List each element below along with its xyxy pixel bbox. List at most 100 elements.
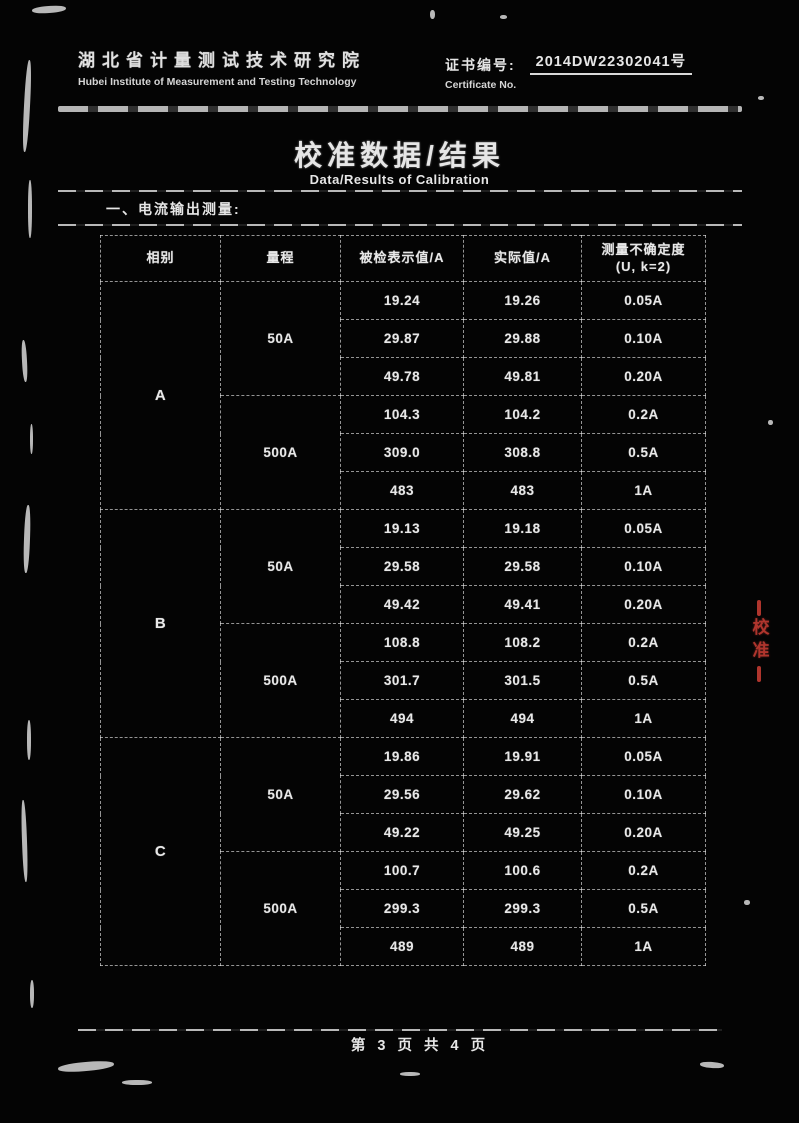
actual-value: 49.41 — [463, 585, 582, 624]
certificate-label-en: Certificate No. — [445, 79, 517, 91]
range-cell-c-500: 500A — [220, 851, 341, 966]
actual-value: 29.88 — [463, 319, 582, 358]
indicated-value: 104.3 — [340, 395, 464, 434]
table-header-row: 相别 量程 被检表示值/A 实际值/A 测量不确定度 (U, k=2) — [100, 235, 706, 282]
uncertainty-value: 0.2A — [581, 395, 706, 434]
scan-artifact — [500, 15, 507, 19]
indicated-value: 49.42 — [340, 585, 464, 624]
uncertainty-value: 0.20A — [581, 357, 706, 396]
col-header-uncertainty: 测量不确定度 (U, k=2) — [581, 235, 706, 282]
uncertainty-value: 0.5A — [581, 433, 706, 472]
col-header-uncertainty-line1: 测量不确定度 — [601, 242, 686, 258]
indicated-value: 49.78 — [340, 357, 464, 396]
indicated-value: 19.86 — [340, 737, 464, 776]
indicated-value: 29.56 — [340, 775, 464, 814]
page-number: 第 3 页 共 4 页 — [350, 1038, 490, 1054]
actual-value: 29.62 — [463, 775, 582, 814]
uncertainty-value: 0.10A — [581, 547, 706, 586]
col-header-range: 量程 — [220, 235, 341, 282]
col-header-indicated: 被检表示值/A — [340, 235, 464, 282]
scan-artifact — [31, 4, 67, 15]
table-row: 500A 108.8 108.2 0.2A — [101, 623, 706, 738]
scan-artifact — [22, 504, 32, 574]
table-row: 49.42 49.41 0.20A — [101, 585, 706, 624]
range-cell-b-50: 50A — [220, 509, 341, 624]
uncertainty-value: 0.20A — [581, 813, 706, 852]
actual-value: 19.26 — [463, 281, 582, 320]
table-row: 301.7 301.5 0.5A — [101, 661, 706, 700]
section-label: 一、电流输出测量: — [106, 201, 241, 217]
section-divider-line — [58, 224, 742, 226]
range-cell-c-50: 50A — [220, 737, 341, 852]
scan-artifact — [20, 799, 29, 883]
indicated-value: 29.87 — [340, 319, 464, 358]
actual-value: 100.6 — [463, 851, 582, 890]
uncertainty-value: 0.2A — [581, 851, 706, 890]
red-seal-stamp: 校准 — [747, 598, 771, 684]
scan-artifact — [28, 180, 32, 238]
certificate-number-block: 证书编号: 2014DW22302041号 Certificate No. — [445, 50, 693, 91]
scan-artifact — [20, 339, 29, 383]
indicated-value: 29.58 — [340, 547, 464, 586]
scan-artifact — [768, 420, 773, 425]
actual-value: 49.81 — [463, 357, 582, 396]
indicated-value: 489 — [340, 927, 464, 966]
table-row: 309.0 308.8 0.5A — [101, 433, 706, 472]
calibration-results-table: 相别 量程 被检表示值/A 实际值/A 测量不确定度 (U, k=2) A 50… — [100, 235, 706, 966]
table-row: 29.58 29.58 0.10A — [101, 547, 706, 586]
uncertainty-value: 0.05A — [581, 737, 706, 776]
indicated-value: 299.3 — [340, 889, 464, 928]
uncertainty-value: 0.20A — [581, 585, 706, 624]
actual-value: 489 — [463, 927, 582, 966]
table-row: C 50A 19.86 19.91 0.05A — [100, 737, 706, 966]
table-row: B 50A 19.13 19.18 0.05A — [100, 509, 706, 738]
indicated-value: 100.7 — [340, 851, 464, 890]
actual-value: 483 — [463, 471, 582, 510]
institute-name-cn: 湖北省计量测试技术研究院 — [78, 51, 366, 70]
actual-value: 49.25 — [463, 813, 582, 852]
uncertainty-value: 0.05A — [581, 509, 706, 548]
certificate-label-cn: 证书编号: — [445, 57, 516, 73]
indicated-value: 49.22 — [340, 813, 464, 852]
actual-value: 29.58 — [463, 547, 582, 586]
table-row: 489 489 1A — [101, 927, 706, 966]
table-row: 49.78 49.81 0.20A — [101, 357, 706, 396]
table-row: 483 483 1A — [101, 471, 706, 510]
seal-mark-top — [757, 600, 761, 616]
table-row: 500A 104.3 104.2 0.2A — [101, 395, 706, 510]
indicated-value: 309.0 — [340, 433, 464, 472]
uncertainty-value: 0.10A — [581, 319, 706, 358]
institute-name-en: Hubei Institute of Measurement and Testi… — [78, 76, 357, 88]
certificate-number: 2014DW22302041号 — [529, 50, 693, 75]
table-row: 29.87 29.88 0.10A — [101, 319, 706, 358]
actual-value: 308.8 — [463, 433, 582, 472]
col-header-actual: 实际值/A — [463, 235, 582, 282]
indicated-value: 19.24 — [340, 281, 464, 320]
seal-mark-bottom — [757, 666, 761, 682]
uncertainty-value: 0.5A — [581, 889, 706, 928]
scan-artifact — [27, 720, 31, 760]
uncertainty-value: 1A — [581, 699, 706, 738]
indicated-value: 301.7 — [340, 661, 464, 700]
uncertainty-value: 1A — [581, 927, 706, 966]
actual-value: 104.2 — [463, 395, 582, 434]
range-cell-a-50: 50A — [220, 281, 341, 396]
scan-artifact — [400, 1072, 420, 1076]
uncertainty-value: 0.10A — [581, 775, 706, 814]
actual-value: 494 — [463, 699, 582, 738]
actual-value: 299.3 — [463, 889, 582, 928]
header-divider-line — [58, 106, 742, 112]
scan-artifact — [30, 980, 34, 1008]
table-row: 299.3 299.3 0.5A — [101, 889, 706, 928]
uncertainty-value: 1A — [581, 471, 706, 510]
actual-value: 301.5 — [463, 661, 582, 700]
range-cell-a-500: 500A — [220, 395, 341, 510]
indicated-value: 19.13 — [340, 509, 464, 548]
actual-value: 19.91 — [463, 737, 582, 776]
uncertainty-value: 0.2A — [581, 623, 706, 662]
phase-cell-a: A — [100, 281, 221, 510]
scan-artifact — [699, 1061, 725, 1069]
range-cell-b-500: 500A — [220, 623, 341, 738]
actual-value: 108.2 — [463, 623, 582, 662]
col-header-phase: 相别 — [100, 235, 221, 282]
